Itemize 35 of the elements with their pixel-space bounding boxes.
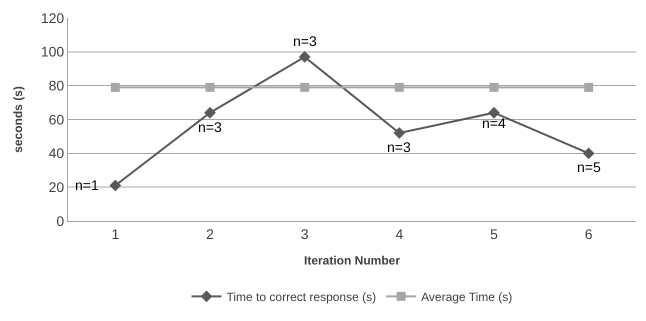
point — [584, 82, 594, 92]
annotation: n=3 — [198, 119, 222, 135]
y-tick-label: 20 — [48, 179, 64, 196]
point — [206, 82, 214, 92]
y-tick-label: 120 — [40, 10, 64, 26]
point — [393, 127, 406, 139]
y-tick-label: 40 — [48, 145, 64, 162]
x-tick-label: 5 — [490, 226, 498, 242]
annotation: n=3 — [387, 139, 411, 155]
point — [488, 106, 500, 119]
x-axis-title: Iteration Number — [304, 254, 400, 268]
point — [110, 82, 120, 92]
x-tick-label: 6 — [584, 226, 593, 242]
annotation: n=3 — [293, 33, 317, 49]
point — [300, 82, 310, 92]
x-tick-label: 4 — [395, 226, 404, 242]
point — [394, 82, 404, 92]
y-axis-title: seconds (s) — [11, 86, 26, 153]
x-tick-label: 1 — [111, 226, 120, 242]
legend-label: Average Time (s) — [421, 290, 512, 304]
annotation: n=4 — [482, 115, 506, 131]
annotation: n=1 — [75, 177, 99, 193]
point — [490, 82, 498, 92]
annotation: n=5 — [577, 159, 601, 175]
y-tick-label: 80 — [48, 78, 64, 94]
point — [582, 147, 595, 160]
x-tick-label: 3 — [300, 226, 309, 242]
y-tick-label: 0 — [56, 212, 64, 229]
x-tick-label: 2 — [206, 226, 214, 242]
point — [204, 106, 216, 119]
legend-label: Time to correct response (s) — [226, 290, 376, 304]
point — [109, 180, 122, 192]
point — [298, 51, 311, 63]
y-tick-label: 60 — [48, 111, 64, 128]
y-tick-label: 100 — [40, 44, 64, 60]
